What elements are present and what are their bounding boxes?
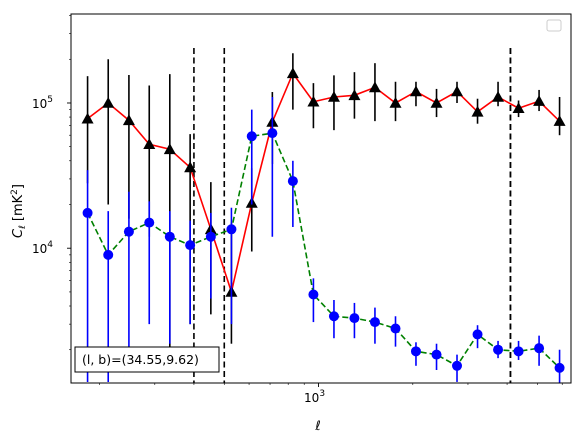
data-point — [103, 249, 114, 260]
data-point — [144, 217, 155, 228]
x-tick-label: 103 — [304, 389, 325, 405]
data-point — [451, 85, 464, 97]
data-point — [452, 360, 463, 371]
data-point — [492, 90, 505, 102]
data-point — [226, 224, 237, 235]
data-point — [348, 89, 361, 101]
data-point — [431, 349, 442, 360]
data-point — [410, 346, 421, 357]
data-point — [205, 231, 216, 242]
data-point — [554, 362, 565, 373]
data-point — [246, 131, 257, 142]
data-point — [185, 240, 196, 251]
svg-text:Cℓ [mK2]: Cℓ [mK2] — [10, 184, 28, 238]
legend-box[interactable] — [546, 19, 562, 32]
data-point — [164, 231, 175, 242]
plot-frame — [70, 13, 572, 384]
data-point — [369, 317, 380, 328]
data-point — [553, 115, 566, 126]
data-point — [327, 90, 340, 102]
data-point — [81, 112, 94, 124]
data-point — [102, 96, 115, 108]
vertical-lines — [193, 48, 512, 383]
data-point — [82, 207, 93, 218]
data-point — [534, 343, 545, 354]
series-2 — [82, 96, 565, 383]
y-tick-label: 104 — [32, 240, 53, 256]
data-point — [307, 95, 320, 107]
data-point — [430, 96, 443, 108]
data-point — [143, 138, 156, 150]
data-point — [390, 323, 401, 334]
axis-ticks: 103 104 105 — [32, 15, 563, 405]
x-axis-label: ℓ — [314, 419, 320, 434]
series-layer — [81, 53, 566, 383]
data-point — [123, 226, 134, 237]
data-point — [493, 344, 504, 355]
annotation-frame — [74, 346, 220, 373]
y-tick-label: 105 — [32, 95, 53, 111]
data-point — [409, 85, 422, 97]
data-point — [328, 311, 339, 322]
y-axis-label: Cℓ [mK2] — [10, 184, 28, 238]
data-point — [389, 96, 402, 108]
plot-area — [81, 48, 566, 383]
data-point — [472, 329, 483, 340]
data-point — [512, 102, 525, 114]
data-point — [122, 114, 135, 126]
data-point — [163, 143, 176, 155]
data-point — [368, 81, 381, 93]
annotation-label: (l, b)=(34.55,9.62) — [82, 352, 199, 367]
data-point — [533, 95, 546, 106]
data-point — [286, 67, 299, 79]
data-point — [349, 313, 360, 324]
data-point — [513, 346, 524, 357]
data-point — [267, 128, 278, 139]
data-point — [184, 161, 197, 173]
data-point — [308, 289, 319, 300]
annotation-box: (l, b)=(34.55,9.62) — [74, 346, 220, 373]
legend[interactable] — [546, 19, 562, 32]
data-point — [471, 105, 484, 117]
data-point — [287, 176, 298, 187]
series-line — [87, 71, 561, 295]
